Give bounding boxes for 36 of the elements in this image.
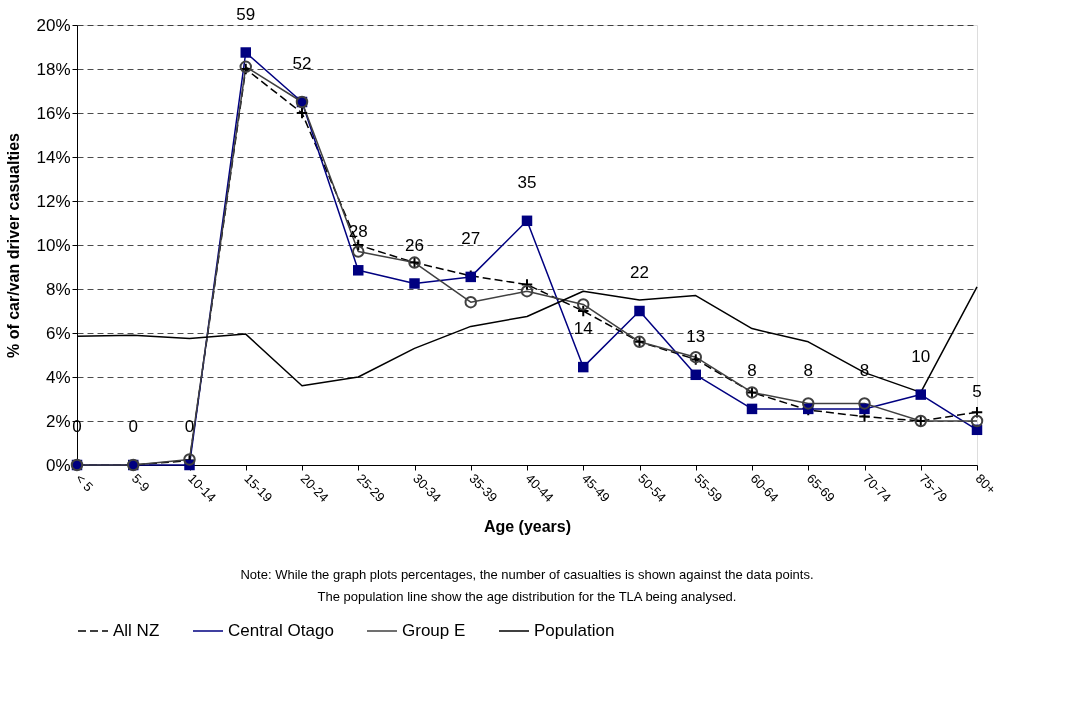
y-tick-label: 4% — [45, 367, 71, 387]
y-tick-label: 20% — [36, 15, 71, 35]
annotation: 14 — [573, 319, 593, 339]
x-tick-label: 80+ — [972, 470, 999, 498]
annotation: 26 — [405, 235, 424, 255]
y-tick-label: 8% — [45, 279, 71, 299]
annotation: 13 — [686, 326, 706, 346]
y-tick-label: 0% — [45, 455, 71, 475]
annotation: 8 — [747, 360, 757, 380]
y-tick-label: 14% — [36, 147, 71, 167]
annotation: 59 — [236, 4, 256, 24]
y-tick-label: 16% — [36, 103, 71, 123]
annotation: 5 — [972, 381, 982, 401]
legend-label: Population — [534, 621, 615, 640]
annotation: 8 — [803, 360, 813, 380]
annotation: 10 — [911, 346, 931, 366]
y-tick-label: 10% — [36, 235, 71, 255]
text: The population line show the age distribution for the TLA being analysed. — [317, 589, 737, 604]
annotation: 0 — [128, 417, 138, 436]
x-tick-label: 5-9 — [128, 470, 153, 495]
legend-label: Group E — [402, 621, 466, 640]
annotation: 35 — [517, 172, 537, 192]
text: Note: While the graph plots percentages, the number of casualties is shown against the data points. — [240, 567, 814, 582]
legend-label: All NZ — [113, 621, 160, 640]
legend-label: Central Otago — [228, 621, 334, 640]
y-tick-label: 2% — [45, 411, 71, 431]
y-tick-label: 6% — [45, 323, 71, 343]
y-axis-title: % of car/van driver casualties — [5, 132, 23, 358]
y-tick-label: 12% — [36, 191, 71, 211]
annotation: 22 — [630, 263, 649, 282]
annotation: 27 — [461, 228, 481, 248]
annotation: 0 — [184, 417, 195, 436]
annotation: 52 — [292, 54, 312, 73]
x-tick-label: < 5 — [72, 470, 97, 495]
y-tick-label: 18% — [36, 59, 71, 79]
x-axis-title: Age (years) — [483, 517, 572, 535]
